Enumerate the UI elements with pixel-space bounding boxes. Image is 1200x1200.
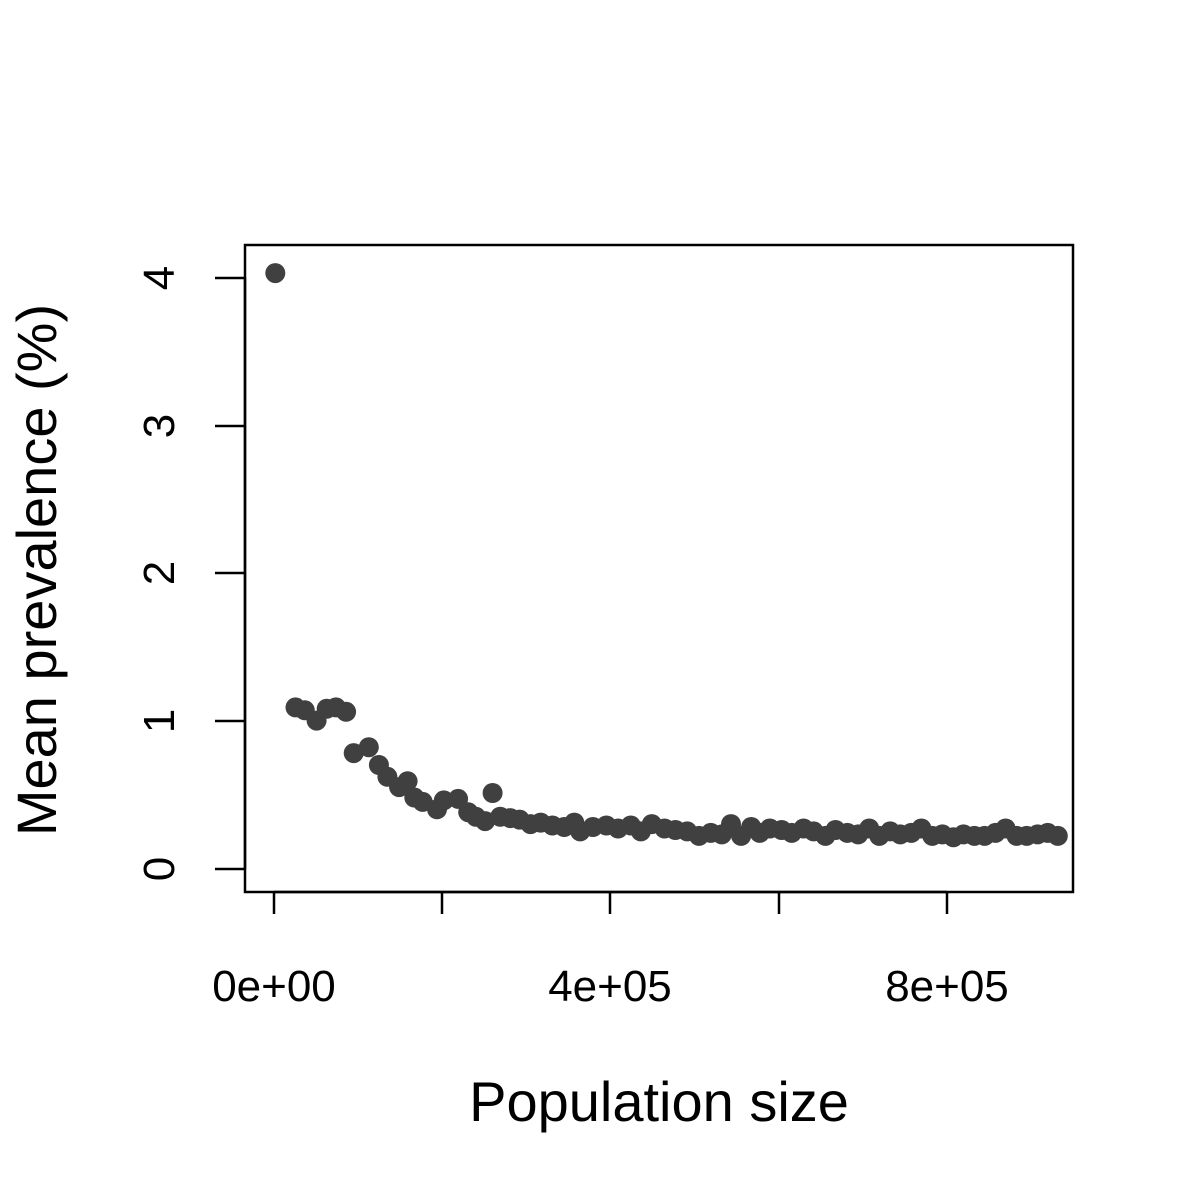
data-point — [397, 771, 418, 792]
data-point — [1047, 825, 1068, 846]
x-tick-label: 0e+00 — [212, 962, 336, 1011]
plot-box — [243, 243, 1075, 894]
data-point — [358, 737, 379, 758]
data-point — [343, 743, 364, 764]
x-tick-label: 8e+05 — [885, 962, 1009, 1011]
x-axis-title: Population size — [469, 1070, 849, 1133]
data-point — [265, 263, 286, 284]
y-tick-label: 0 — [135, 857, 184, 881]
data-point — [336, 701, 357, 722]
y-tick-label: 2 — [135, 561, 184, 585]
y-tick-label: 4 — [135, 266, 184, 290]
x-tick-label: 4e+05 — [548, 962, 672, 1011]
data-point — [482, 783, 503, 803]
data-point — [475, 811, 496, 832]
y-tick-label: 1 — [135, 709, 184, 733]
y-axis-title: Mean prevalence (%) — [5, 304, 68, 836]
x-axis: 0e+00 4e+05 8e+05 Population size — [212, 890, 1009, 1133]
data-points — [265, 263, 1068, 848]
y-tick-label: 3 — [135, 414, 184, 438]
y-axis: 0 1 2 3 4 Mean prevalence (%) — [5, 266, 247, 881]
